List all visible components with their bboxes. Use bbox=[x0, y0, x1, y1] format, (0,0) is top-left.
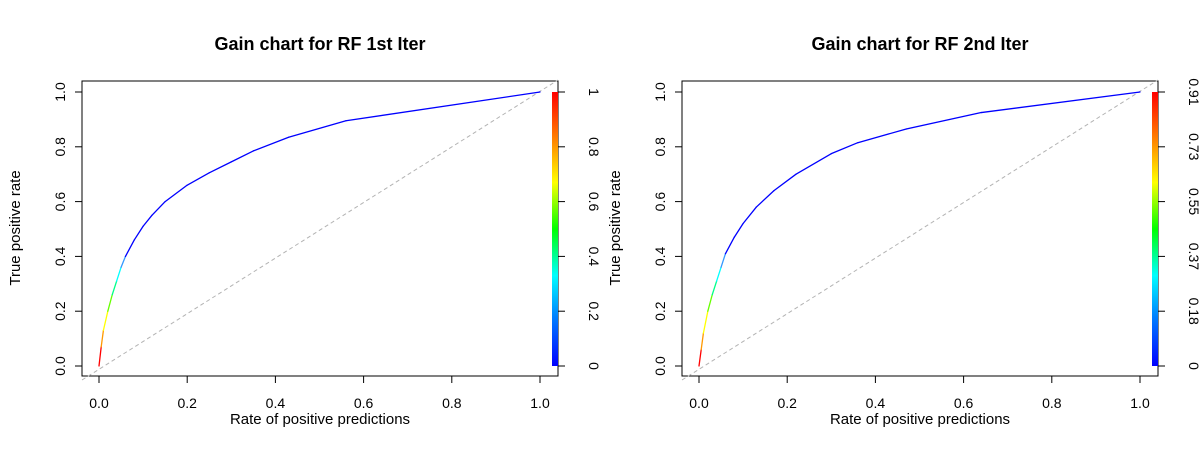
x-tick-label: 0.0 bbox=[89, 395, 109, 411]
x-axis-label: Rate of positive predictions bbox=[830, 411, 1010, 428]
chart-title: Gain chart for RF 2nd Iter bbox=[811, 34, 1028, 54]
colorbar-tick-label: 0.2 bbox=[586, 301, 602, 321]
x-tick-label: 0.6 bbox=[354, 395, 374, 411]
y-axis-ticks: 0.0 0.2 0.4 0.6 0.8 1.0 bbox=[652, 82, 682, 376]
y-axis-label: True positive rate bbox=[7, 170, 24, 285]
gain-curve-segment bbox=[715, 266, 722, 282]
gain-curve-segment bbox=[111, 280, 118, 296]
y-tick-label: 0.4 bbox=[652, 246, 668, 266]
gain-curve-segment bbox=[287, 120, 347, 138]
gain-curve-segment bbox=[186, 172, 210, 186]
x-tick-label: 0.2 bbox=[777, 395, 797, 411]
diagonal-reference-line bbox=[681, 79, 1159, 381]
colorbar-tick-label: 0.8 bbox=[586, 137, 602, 157]
gain-curve-segment bbox=[98, 346, 102, 367]
x-axis-label: Rate of positive predictions bbox=[230, 411, 410, 428]
gain-curve-segment bbox=[711, 280, 718, 296]
y-tick-label: 0.2 bbox=[652, 301, 668, 321]
y-tick-label: 1.0 bbox=[652, 82, 668, 102]
gain-curve-segment bbox=[164, 184, 188, 203]
x-axis-ticks: 0.0 0.2 0.4 0.6 0.8 1.0 bbox=[89, 376, 550, 411]
y-tick-label: 0.4 bbox=[52, 246, 68, 266]
gain-curve-segment bbox=[707, 294, 713, 312]
x-tick-label: 0.0 bbox=[689, 395, 709, 411]
diagonal-reference-line bbox=[81, 79, 559, 381]
x-tick-label: 0.4 bbox=[266, 395, 286, 411]
colorbar-tick-label: 0.6 bbox=[586, 192, 602, 212]
y-tick-label: 0.8 bbox=[52, 137, 68, 157]
gain-curve-segment bbox=[120, 255, 127, 269]
y-tick-label: 0.6 bbox=[52, 192, 68, 212]
colorbar-tick-label: 0.4 bbox=[586, 247, 602, 267]
x-tick-label: 0.8 bbox=[442, 395, 462, 411]
y-tick-label: 0.2 bbox=[52, 301, 68, 321]
gain-curve-segment bbox=[252, 136, 290, 152]
y-axis-label: True positive rate bbox=[607, 170, 624, 285]
gain-curve-segment bbox=[230, 150, 255, 163]
gain-curve-segment bbox=[107, 294, 113, 312]
gain-curve-segment bbox=[795, 152, 832, 175]
gain-curve-segment bbox=[720, 253, 727, 269]
gain-curve-segment bbox=[857, 128, 907, 144]
y-tick-label: 0.0 bbox=[652, 356, 668, 376]
x-tick-label: 0.8 bbox=[1042, 395, 1062, 411]
gain-curve-segment bbox=[755, 189, 775, 208]
colorbar-tick-label: 0.55 bbox=[1186, 188, 1200, 215]
colorbar-tick-label: 1 bbox=[586, 88, 602, 96]
gain-curve-segment bbox=[124, 239, 135, 258]
colorbar-tick-label: 0.37 bbox=[1186, 243, 1200, 270]
gain-curve-segment bbox=[142, 214, 153, 227]
x-axis-ticks: 0.0 0.2 0.4 0.6 0.8 1.0 bbox=[689, 376, 1150, 411]
chart-panel-2: Gain chart for RF 2nd Iter 0 0.18 0.37 0.55… bbox=[607, 34, 1200, 428]
gain-curve-segment bbox=[345, 91, 541, 122]
plot-marks bbox=[81, 79, 559, 381]
colorbar-ticks: 0 0.2 0.4 0.6 0.8 1 bbox=[558, 88, 602, 370]
x-tick-label: 0.6 bbox=[954, 395, 974, 411]
colorbar-ticks: 0 0.18 0.37 0.55 0.73 0.91 bbox=[1158, 78, 1200, 370]
colorbar-tick-label: 0.73 bbox=[1186, 133, 1200, 160]
gain-curve-segment bbox=[700, 332, 705, 351]
colorbar-tick-label: 0.18 bbox=[1186, 298, 1200, 325]
plot-marks bbox=[681, 79, 1159, 381]
gain-curve-segment bbox=[698, 348, 702, 367]
x-tick-label: 0.4 bbox=[866, 395, 886, 411]
gain-curve-segment bbox=[115, 266, 122, 282]
y-tick-label: 0.8 bbox=[652, 137, 668, 157]
colorbar-tick-label: 0 bbox=[1186, 362, 1200, 370]
gain-curve-segment bbox=[102, 310, 109, 332]
x-tick-label: 0.2 bbox=[177, 395, 197, 411]
y-tick-label: 1.0 bbox=[52, 82, 68, 102]
y-tick-label: 0.6 bbox=[652, 192, 668, 212]
gain-curve-segment bbox=[208, 161, 232, 174]
chart-title: Gain chart for RF 1st Iter bbox=[214, 34, 425, 54]
x-tick-label: 1.0 bbox=[1130, 395, 1150, 411]
chart-panel-1: Gain chart for RF 1st Iter 0 0.2 0.4 0.6 0.8… bbox=[7, 34, 602, 428]
colorbar bbox=[552, 92, 558, 366]
y-tick-label: 0.0 bbox=[52, 356, 68, 376]
gain-curve-segment bbox=[151, 200, 166, 216]
y-axis-ticks: 0.0 0.2 0.4 0.6 0.8 1.0 bbox=[52, 82, 82, 376]
colorbar-tick-label: 0.91 bbox=[1186, 78, 1200, 105]
gain-curve-segment bbox=[100, 329, 105, 348]
gain-curve-segment bbox=[742, 206, 757, 225]
gain-curve-segment bbox=[702, 310, 709, 334]
gain-curve-segment bbox=[773, 173, 797, 192]
gain-curve-segment bbox=[980, 91, 1141, 114]
x-tick-label: 1.0 bbox=[530, 395, 550, 411]
gain-curve-segment bbox=[830, 142, 859, 155]
gain-curve-segment bbox=[724, 236, 735, 255]
gain-curve-segment bbox=[905, 111, 982, 130]
gain-curve-segment bbox=[133, 225, 144, 241]
colorbar bbox=[1152, 92, 1158, 366]
colorbar-tick-label: 0 bbox=[586, 362, 602, 370]
gain-curve-segment bbox=[733, 222, 744, 238]
